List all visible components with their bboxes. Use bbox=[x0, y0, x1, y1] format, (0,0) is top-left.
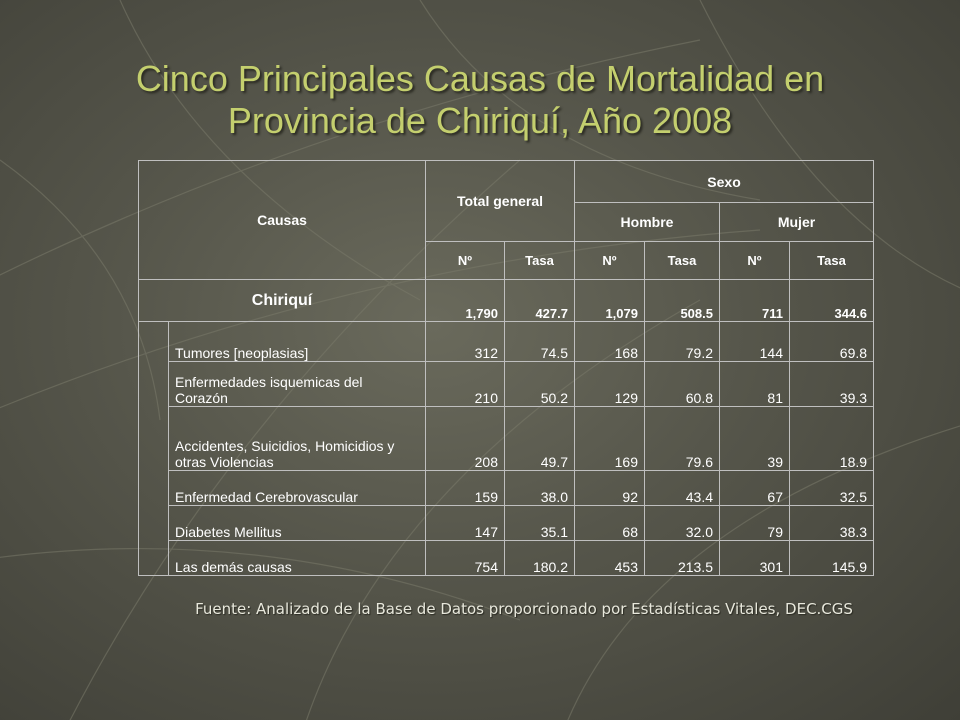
table-row: Accidentes, Suicidios, Homicidios y otra… bbox=[139, 406, 875, 471]
table-cell: 81 bbox=[719, 361, 790, 407]
header-causas: Causas bbox=[138, 160, 426, 280]
table-cell: 92 bbox=[574, 470, 645, 506]
table-row: Enfermedades isquemicas del Corazón 210 … bbox=[139, 361, 875, 407]
summary-row: Chiriquí 1,790 427.7 1,079 508.5 711 344… bbox=[138, 279, 875, 322]
summary-value: 1,790 bbox=[425, 279, 505, 322]
table-cell: 69.8 bbox=[788, 321, 875, 362]
table-cell: 144 bbox=[719, 321, 790, 362]
table-cell: 43.4 bbox=[644, 470, 720, 506]
slide-title-line-2: Provincia de Chiriquí, Año 2008 bbox=[227, 100, 733, 141]
table-cell: 147 bbox=[425, 505, 505, 541]
table-cell: 79.2 bbox=[644, 321, 720, 362]
subheader-mujer-n: Nº bbox=[719, 241, 790, 280]
table-cell: 49.7 bbox=[504, 406, 575, 471]
cause-label: Accidentes, Suicidios, Homicidios y otra… bbox=[168, 406, 426, 471]
table-cell: 453 bbox=[574, 540, 645, 576]
table-cell: 312 bbox=[425, 321, 505, 362]
table-cell: 38.3 bbox=[788, 505, 875, 541]
table-cell: 213.5 bbox=[644, 540, 720, 576]
table-cell: 168 bbox=[574, 321, 645, 362]
table-cell: 180.2 bbox=[504, 540, 575, 576]
header-sexo: Sexo bbox=[573, 160, 875, 203]
table-row: Diabetes Mellitus 147 35.1 68 32.0 79 38… bbox=[139, 505, 875, 541]
table-cell: 79 bbox=[719, 505, 790, 541]
subheader-total-n: Nº bbox=[425, 241, 505, 280]
cause-label: Enfermedades isquemicas del Corazón bbox=[168, 361, 426, 407]
header-mujer: Mujer bbox=[718, 202, 875, 242]
table-cell: 129 bbox=[574, 361, 645, 407]
table-cell: 301 bbox=[719, 540, 790, 576]
table-cell: 754 bbox=[425, 540, 505, 576]
table-cell: 159 bbox=[425, 470, 505, 506]
subheader-mujer-tasa: Tasa bbox=[788, 241, 875, 280]
table-cell: 169 bbox=[574, 406, 645, 471]
summary-value: 711 bbox=[719, 279, 790, 322]
header-hombre: Hombre bbox=[574, 202, 720, 242]
header-total-general: Total general bbox=[425, 160, 575, 242]
table-cell: 39 bbox=[719, 406, 790, 471]
summary-value: 427.7 bbox=[504, 279, 575, 322]
table-row: Tumores [neoplasias] 312 74.5 168 79.2 1… bbox=[138, 321, 875, 576]
table-cell: 208 bbox=[425, 406, 505, 471]
cause-label: Enfermedad Cerebrovascular bbox=[168, 470, 426, 506]
table-cell: 38.0 bbox=[504, 470, 575, 506]
subheader-hombre-n: Nº bbox=[574, 241, 645, 280]
slide-title-line-1: Cinco Principales Causas de Mortalidad e… bbox=[135, 58, 825, 99]
table-cell: 145.9 bbox=[788, 540, 875, 576]
cause-label: Diabetes Mellitus bbox=[168, 505, 426, 541]
summary-value: 508.5 bbox=[644, 279, 720, 322]
subheader-hombre-tasa: Tasa bbox=[644, 241, 720, 280]
summary-label: Chiriquí bbox=[138, 279, 426, 322]
indent-cell bbox=[138, 321, 169, 576]
table-cell: 39.3 bbox=[788, 361, 875, 407]
table-row: Las demás causas 754 180.2 453 213.5 301… bbox=[139, 540, 875, 576]
cause-label: Las demás causas bbox=[168, 540, 426, 576]
table-row: Enfermedad Cerebrovascular 159 38.0 92 4… bbox=[139, 470, 875, 506]
table-cell: 18.9 bbox=[788, 406, 875, 471]
subheader-total-tasa: Tasa bbox=[504, 241, 575, 280]
table-cell: 67 bbox=[719, 470, 790, 506]
mortality-table: Causas Total general Sexo Hombre Mujer N… bbox=[138, 160, 875, 576]
table-cell: 35.1 bbox=[504, 505, 575, 541]
summary-value: 1,079 bbox=[574, 279, 645, 322]
table-cell: 79.6 bbox=[644, 406, 720, 471]
summary-value: 344.6 bbox=[788, 279, 875, 322]
table-cell: 32.0 bbox=[644, 505, 720, 541]
source-note: Fuente: Analizado de la Base de Datos pr… bbox=[195, 600, 853, 618]
table-cell: 68 bbox=[574, 505, 645, 541]
slide-title: Cinco Principales Causas de Mortalidad e… bbox=[0, 58, 960, 142]
table-cell: 60.8 bbox=[644, 361, 720, 407]
table-cell: 50.2 bbox=[504, 361, 575, 407]
table-cell: 32.5 bbox=[788, 470, 875, 506]
table-cell: 74.5 bbox=[504, 321, 575, 362]
table-cell: 210 bbox=[425, 361, 505, 407]
cause-label: Tumores [neoplasias] bbox=[168, 321, 426, 362]
